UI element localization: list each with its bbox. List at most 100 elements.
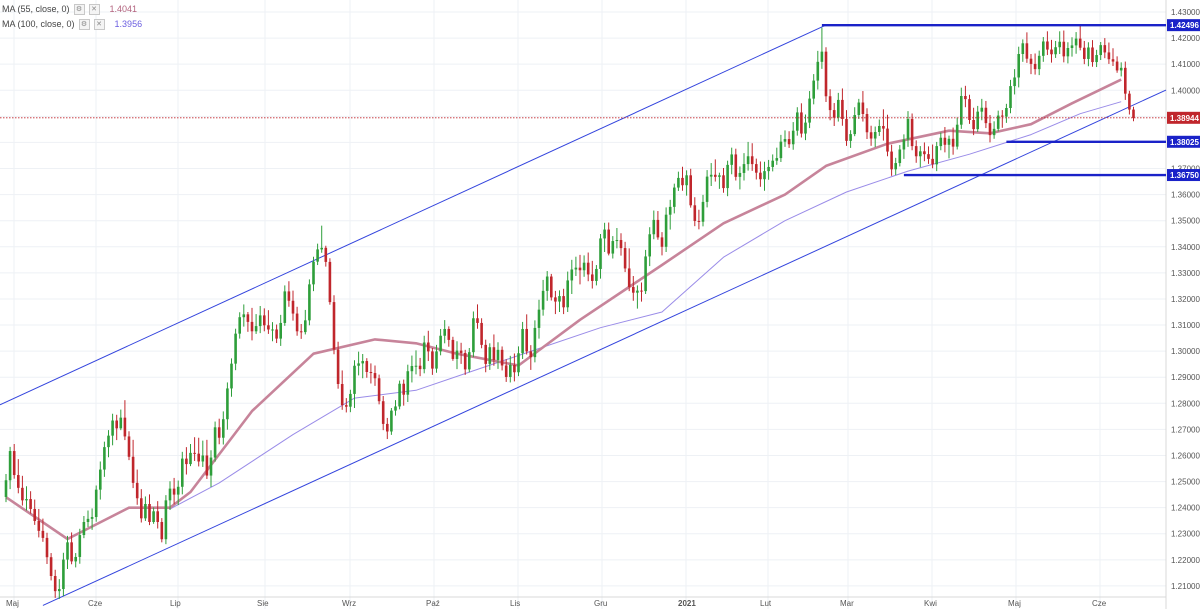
candle-body	[189, 452, 192, 465]
candle-body	[119, 417, 123, 429]
candle-body	[287, 291, 291, 301]
candle-body	[222, 419, 225, 438]
candle-body	[1058, 41, 1061, 48]
candle-body	[324, 247, 328, 262]
candle-body	[308, 284, 311, 321]
candle-body	[1128, 93, 1131, 110]
candle-body	[1115, 61, 1119, 71]
candle-body	[78, 535, 82, 557]
candle-body	[550, 276, 553, 298]
candle-body	[582, 262, 586, 271]
candle-body	[414, 365, 418, 367]
candle-body	[205, 455, 209, 476]
candle-body	[759, 172, 762, 180]
candle-body	[623, 248, 627, 269]
candle-body	[648, 234, 651, 257]
y-tick-label: 1.40000	[1171, 86, 1200, 95]
candle-body	[12, 451, 16, 476]
candle-body	[804, 122, 807, 134]
candle-body	[353, 365, 356, 394]
candle-body	[570, 269, 574, 281]
candle-body	[1009, 86, 1012, 108]
candle-body	[349, 393, 352, 407]
candle-body	[791, 130, 795, 145]
candle-body	[193, 452, 196, 454]
close-icon[interactable]: ✕	[93, 19, 105, 30]
candle-body	[726, 164, 729, 189]
settings-icon[interactable]: ⚙	[78, 19, 90, 30]
candle-body	[1062, 41, 1066, 57]
x-tick-label: Wrz	[342, 599, 356, 608]
candle-body	[447, 328, 451, 340]
y-tick-label: 1.27000	[1171, 425, 1200, 434]
candle-body	[607, 229, 610, 254]
candle-body	[402, 383, 405, 395]
candle-body	[1083, 47, 1086, 59]
candle-body	[861, 102, 865, 114]
candle-body	[783, 139, 787, 142]
candle-body	[746, 156, 750, 165]
candle-body	[8, 451, 12, 481]
candle-body	[312, 261, 315, 285]
x-tick-label: Lis	[510, 599, 520, 608]
candle-body	[599, 238, 602, 269]
candle-body	[422, 342, 426, 370]
candle-body	[254, 326, 258, 332]
candle-body	[82, 522, 86, 536]
candle-body	[923, 151, 926, 155]
candle-body	[558, 296, 561, 302]
x-tick-label: Gru	[594, 599, 607, 608]
candle-body	[972, 120, 975, 130]
candle-body	[619, 240, 623, 249]
candle-body	[90, 517, 94, 519]
candle-body	[127, 436, 131, 457]
settings-icon[interactable]: ⚙	[73, 4, 85, 15]
candle-body	[144, 504, 147, 519]
candle-body	[964, 96, 967, 100]
candle-body	[115, 420, 118, 429]
candle-body	[418, 365, 422, 370]
price-label-text: 1.42496	[1170, 21, 1199, 30]
candle-body	[345, 405, 348, 407]
y-tick-label: 1.25000	[1171, 478, 1200, 487]
candle-body	[250, 321, 254, 332]
candle-body	[496, 349, 500, 360]
candle-body	[271, 329, 274, 331]
candle-body	[914, 146, 918, 157]
candle-body	[164, 500, 168, 540]
candle-body	[742, 164, 746, 173]
candle-body	[160, 522, 164, 540]
candle-body	[111, 420, 114, 436]
candle-body	[865, 114, 869, 133]
price-label-text: 1.38025	[1170, 138, 1199, 147]
y-tick-label: 1.31000	[1171, 321, 1200, 330]
candle-body	[381, 401, 385, 424]
candle-body	[955, 124, 959, 147]
candle-body	[603, 229, 606, 239]
y-tick-label: 1.24000	[1171, 504, 1200, 513]
chart-legend: MA (55, close, 0) ⚙ ✕ 1.4041 MA (100, cl…	[2, 2, 142, 32]
candle-body	[33, 508, 36, 521]
candle-body	[29, 499, 32, 509]
candle-body	[213, 427, 217, 458]
candle-body	[1033, 63, 1037, 70]
candle-body	[1095, 55, 1098, 63]
candle-body	[25, 499, 28, 501]
ma-55-line	[5, 78, 1122, 541]
candle-body	[640, 290, 643, 292]
candle-body	[209, 457, 213, 476]
candle-body	[103, 447, 106, 470]
candle-body	[70, 542, 73, 562]
y-tick-label: 1.30000	[1171, 347, 1200, 356]
candle-body	[86, 518, 90, 522]
candle-body	[476, 318, 479, 323]
y-tick-label: 1.23000	[1171, 530, 1200, 539]
y-tick-label: 1.29000	[1171, 373, 1200, 382]
price-label-box	[1167, 19, 1200, 32]
close-icon[interactable]: ✕	[88, 4, 100, 15]
price-label-box	[1167, 135, 1200, 148]
candle-body	[595, 268, 598, 281]
